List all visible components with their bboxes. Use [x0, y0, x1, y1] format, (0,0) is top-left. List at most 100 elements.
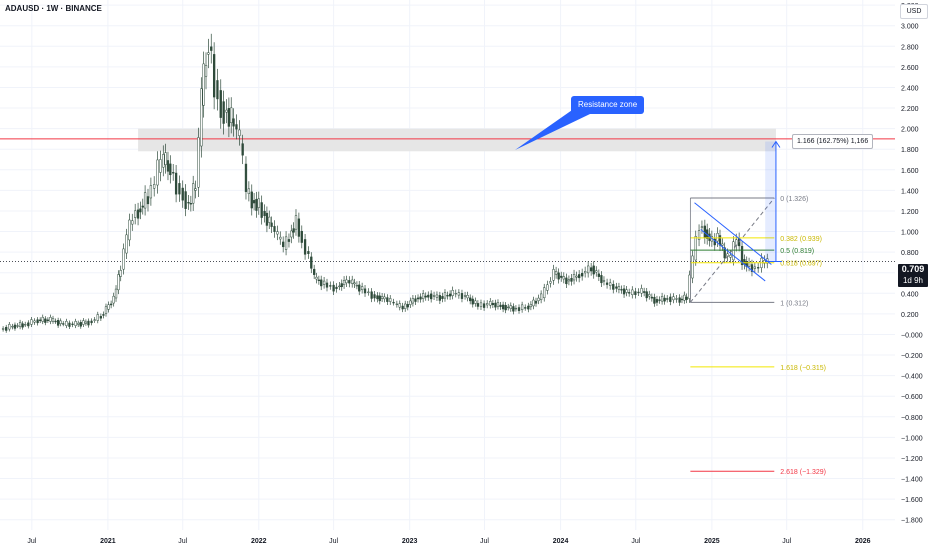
candle-body	[268, 216, 271, 223]
candle-body	[605, 282, 609, 285]
candle-body	[282, 241, 285, 248]
candle-body	[560, 275, 563, 278]
candle-body	[597, 273, 600, 277]
y-tick-label: −1.200	[901, 456, 923, 463]
y-tick-label: 2.600	[901, 65, 919, 72]
candle-body	[141, 205, 144, 208]
candle-body	[409, 300, 412, 305]
candle-body	[370, 291, 373, 299]
y-tick-label: 2.800	[901, 44, 919, 51]
candle-body	[16, 325, 19, 327]
candle-body	[740, 246, 744, 266]
candle-body	[146, 196, 150, 205]
candle-body	[204, 65, 208, 77]
candle-body	[8, 324, 11, 330]
y-tick-label: −1.800	[901, 518, 923, 525]
currency-button[interactable]: USD	[900, 4, 928, 19]
candle-body	[572, 273, 576, 281]
candle-body	[723, 247, 726, 259]
candle-body	[386, 297, 389, 302]
candle-body	[520, 304, 524, 310]
candle-body	[499, 304, 502, 307]
candle-body	[549, 281, 552, 284]
candle-body	[257, 198, 260, 208]
candle-body	[122, 248, 125, 270]
candle-body	[200, 88, 203, 147]
y-tick-label: 1.800	[901, 147, 919, 154]
candle-body	[534, 300, 538, 304]
candle-body	[683, 294, 686, 301]
measure-area	[765, 141, 776, 262]
candle-body	[238, 129, 241, 136]
candle-body	[446, 295, 449, 297]
candle-body	[250, 191, 253, 209]
candle-body	[367, 291, 370, 293]
candle-body	[675, 298, 678, 300]
x-tick-label: Jul	[329, 538, 338, 545]
candle-body	[448, 293, 452, 297]
candle-body	[600, 275, 603, 284]
candle-body	[102, 314, 105, 316]
candle-body	[592, 265, 595, 275]
candle-body	[227, 108, 231, 127]
candle-body	[430, 293, 433, 300]
candle-body	[202, 63, 205, 106]
candle-body	[125, 234, 128, 254]
candle-body	[380, 296, 384, 299]
y-tick-label: −1.600	[901, 497, 923, 504]
candle-body	[247, 188, 251, 194]
candle-body	[189, 203, 193, 205]
candle-body	[358, 284, 361, 292]
candle-body	[389, 298, 392, 302]
candle-body	[222, 101, 225, 124]
candle-body	[244, 163, 248, 192]
candle-body	[340, 283, 343, 287]
candle-body	[255, 198, 258, 211]
resistance-zone	[138, 128, 776, 152]
y-tick-label: 1.600	[901, 168, 919, 175]
bar-countdown: 1d 9h	[902, 276, 924, 285]
candle-body	[21, 323, 24, 328]
candle-body	[166, 160, 170, 172]
candle-body	[74, 321, 77, 326]
candle-body	[595, 270, 598, 273]
candle-body	[590, 267, 593, 272]
candle-body	[578, 274, 581, 279]
y-tick-label: 2.400	[901, 85, 919, 92]
candle-body	[514, 307, 518, 310]
candle-body	[79, 322, 82, 327]
candle-body	[466, 295, 469, 299]
candle-body	[615, 286, 618, 289]
candle-body	[486, 303, 489, 306]
candle-body	[491, 303, 494, 306]
candle-body	[398, 303, 401, 308]
y-tick-label: −0.400	[901, 374, 923, 381]
candle-body	[184, 191, 187, 209]
candle-body	[634, 291, 637, 295]
candle-body	[216, 80, 219, 100]
y-tick-label: 2.000	[901, 127, 919, 134]
current-price-value: 0.709	[901, 264, 925, 274]
channel-lower	[700, 229, 766, 282]
symbol-title[interactable]: ADAUSD · 1W · BINANCE	[5, 4, 102, 13]
candle-body	[307, 251, 310, 254]
candle-body	[169, 163, 172, 176]
candle-body	[353, 282, 356, 285]
candle-body	[517, 307, 521, 311]
candle-body	[622, 288, 626, 295]
candle-body	[401, 305, 404, 310]
candle-body	[494, 302, 497, 308]
candle-body	[581, 272, 584, 277]
candle-body	[87, 320, 90, 326]
candle-body	[496, 302, 500, 307]
y-tick-label: 1.400	[901, 188, 919, 195]
candle-body	[557, 272, 560, 280]
candle-body	[416, 297, 420, 300]
candle-body	[96, 314, 99, 321]
candle-body	[164, 152, 167, 165]
x-tick-label: Jul	[480, 538, 489, 545]
candle-body	[565, 277, 568, 285]
candle-body	[46, 319, 50, 321]
